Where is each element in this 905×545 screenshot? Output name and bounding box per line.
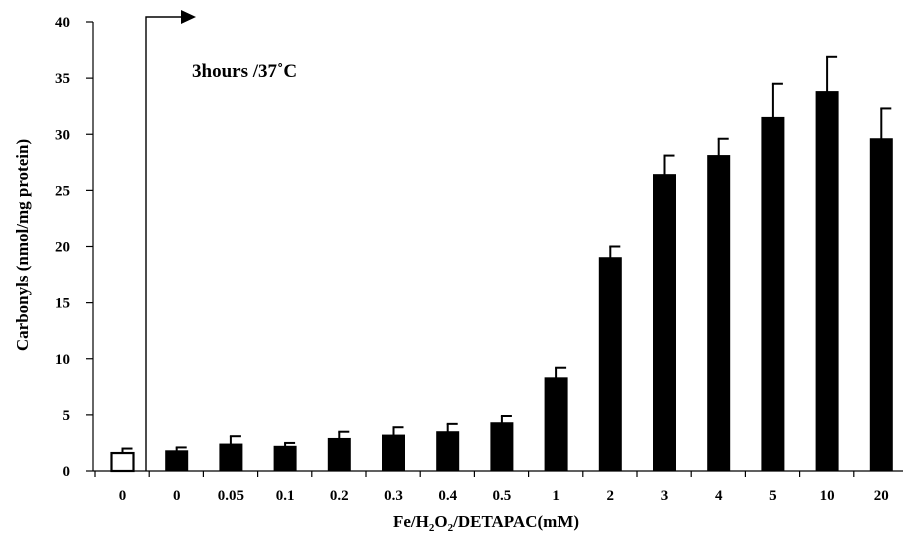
bar — [869, 138, 893, 472]
y-tick-label: 10 — [55, 352, 70, 368]
bar — [598, 257, 622, 472]
y-tick-label: 20 — [55, 240, 70, 256]
bar — [653, 174, 676, 472]
x-tick-label: 10 — [820, 488, 835, 504]
y-axis-title: Carbonyls (nmol/mg protein) — [13, 139, 32, 351]
bar — [761, 116, 785, 472]
bar — [165, 450, 189, 472]
y-tick-label: 30 — [55, 127, 70, 143]
x-tick-label: 0.3 — [384, 488, 403, 504]
y-tick-label: 35 — [55, 71, 70, 87]
x-tick-label: 3 — [661, 488, 669, 504]
x-tick-label: 0.1 — [276, 488, 295, 504]
x-tick-label: 0.2 — [330, 488, 349, 504]
bar — [544, 377, 568, 472]
x-axis: 0 0 0.05 0.1 0.2 0.3 0.4 0.5 1 2 3 4 5 10 20 — [93, 470, 903, 504]
treatment-start-arrow — [145, 16, 182, 471]
x-tick-label: 0.05 — [218, 488, 244, 504]
bar — [815, 91, 839, 472]
y-tick-label: 0 — [63, 464, 71, 480]
x-tick-label: 0.5 — [493, 488, 512, 504]
x-tick-label: 5 — [769, 488, 777, 504]
bar — [327, 437, 351, 472]
bar — [382, 434, 405, 472]
x-tick-label: 0.4 — [438, 488, 457, 504]
arrow-head-icon — [181, 10, 196, 24]
x-tick-label: 1 — [552, 488, 560, 504]
x-tick-label: 4 — [715, 488, 723, 504]
x-tick-label: 0 — [119, 488, 127, 504]
y-tick-label: 40 — [55, 15, 70, 31]
y-tick-label: 5 — [63, 408, 71, 424]
bar — [219, 443, 243, 472]
y-tick-label: 25 — [55, 183, 70, 199]
y-tick-label: 15 — [55, 296, 70, 312]
bars — [110, 91, 893, 473]
bar — [436, 431, 460, 472]
x-axis-title: Fe/H2O2/DETAPAC(mM) — [393, 512, 579, 534]
bar — [110, 451, 135, 473]
bar — [707, 155, 731, 472]
bar — [490, 422, 514, 472]
error-bars — [121, 55, 892, 454]
x-tick-label: 2 — [607, 488, 615, 504]
incubation-annotation: 3hours /37˚C — [192, 61, 297, 82]
y-axis: 0 5 10 15 20 25 30 35 40 — [55, 15, 94, 480]
x-tick-label: 0 — [173, 488, 181, 504]
bar — [273, 445, 297, 472]
x-tick-label: 20 — [874, 488, 889, 504]
